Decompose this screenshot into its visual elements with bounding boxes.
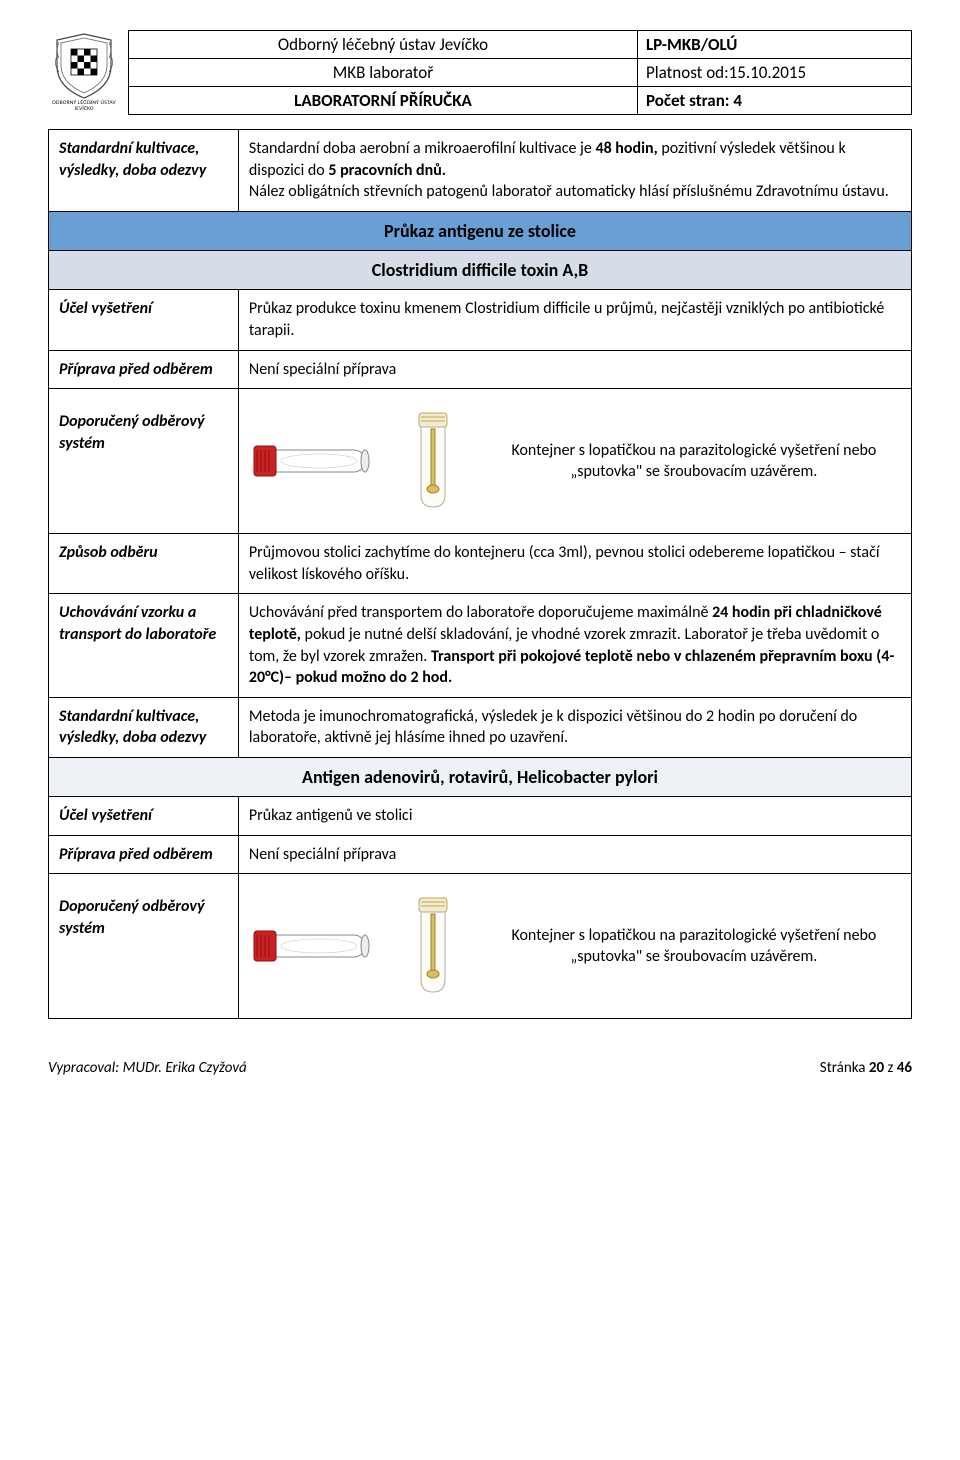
row-collection-method: Způsob odběru Průjmovou stolici zachytím… xyxy=(49,534,912,594)
header-title: LABORATORNÍ PŘÍRUČKA xyxy=(129,87,638,115)
footer-author: Vypracoval: MUDr. Erika Czyžová xyxy=(48,1059,247,1077)
row-prep-1: Příprava před odběrem Není speciální pří… xyxy=(49,350,912,389)
main-content-table: Standardní kultivace, výsledky, doba ode… xyxy=(48,129,912,1019)
screw-cap-vial-icon xyxy=(409,896,457,996)
row-purpose-1: Účel vyšetření Průkaz produkce toxinu km… xyxy=(49,290,912,350)
red-cap-tube-icon xyxy=(249,921,379,971)
banner-antigen-stool: Průkaz antigenu ze stolice xyxy=(49,211,912,250)
row-prep-2: Příprava před odběrem Není speciální pří… xyxy=(49,835,912,874)
row-sampling-system-2: Doporučený odběrový systém xyxy=(49,874,912,1019)
row-sampling-system-1: Doporučený odběrový systém xyxy=(49,389,912,534)
header-dept: MKB laboratoř xyxy=(129,59,638,87)
logo-caption: ODBORNÝ LÉČEBNÝ ÚSTAV JEVÍČKO xyxy=(48,100,120,112)
screw-cap-vial-icon xyxy=(409,411,457,511)
red-cap-tube-icon xyxy=(249,436,379,486)
page-footer: Vypracoval: MUDr. Erika Czyžová Stránka … xyxy=(48,1059,912,1077)
coat-of-arms-icon xyxy=(53,32,115,100)
header-org: Odborný léčebný ústav Jevíčko xyxy=(129,31,638,59)
logo-cell: ODBORNÝ LÉČEBNÝ ÚSTAV JEVÍČKO xyxy=(48,30,120,115)
banner-clostridium: Clostridium difficile toxin A,B xyxy=(49,251,912,290)
row-std-cultivation-1: Standardní kultivace, výsledky, doba ode… xyxy=(49,130,912,212)
row-storage-transport: Uchovávání vzorku a transport do laborat… xyxy=(49,594,912,697)
header-pages: Počet stran: 4 xyxy=(637,87,911,115)
header-doc-code: LP-MKB/OLÚ xyxy=(637,31,911,59)
header-table: Odborný léčebný ústav Jevíčko LP-MKB/OLÚ… xyxy=(128,30,912,115)
sampling-desc-1: Kontejner s lopatičkou na parazitologick… xyxy=(487,440,901,483)
document-header: ODBORNÝ LÉČEBNÝ ÚSTAV JEVÍČKO Odborný lé… xyxy=(48,30,912,115)
sampling-desc-2: Kontejner s lopatičkou na parazitologick… xyxy=(487,925,901,968)
row-purpose-2: Účel vyšetření Průkaz antigenů ve stolic… xyxy=(49,797,912,836)
banner-adeno-rota-helico: Antigen adenovirů, rotavirů, Helicobacte… xyxy=(49,757,912,796)
row-std-cultivation-2: Standardní kultivace, výsledky, doba ode… xyxy=(49,697,912,757)
header-valid-from: Platnost od:15.10.2015 xyxy=(637,59,911,87)
footer-page-number: Stránka 20 z 46 xyxy=(820,1059,912,1077)
